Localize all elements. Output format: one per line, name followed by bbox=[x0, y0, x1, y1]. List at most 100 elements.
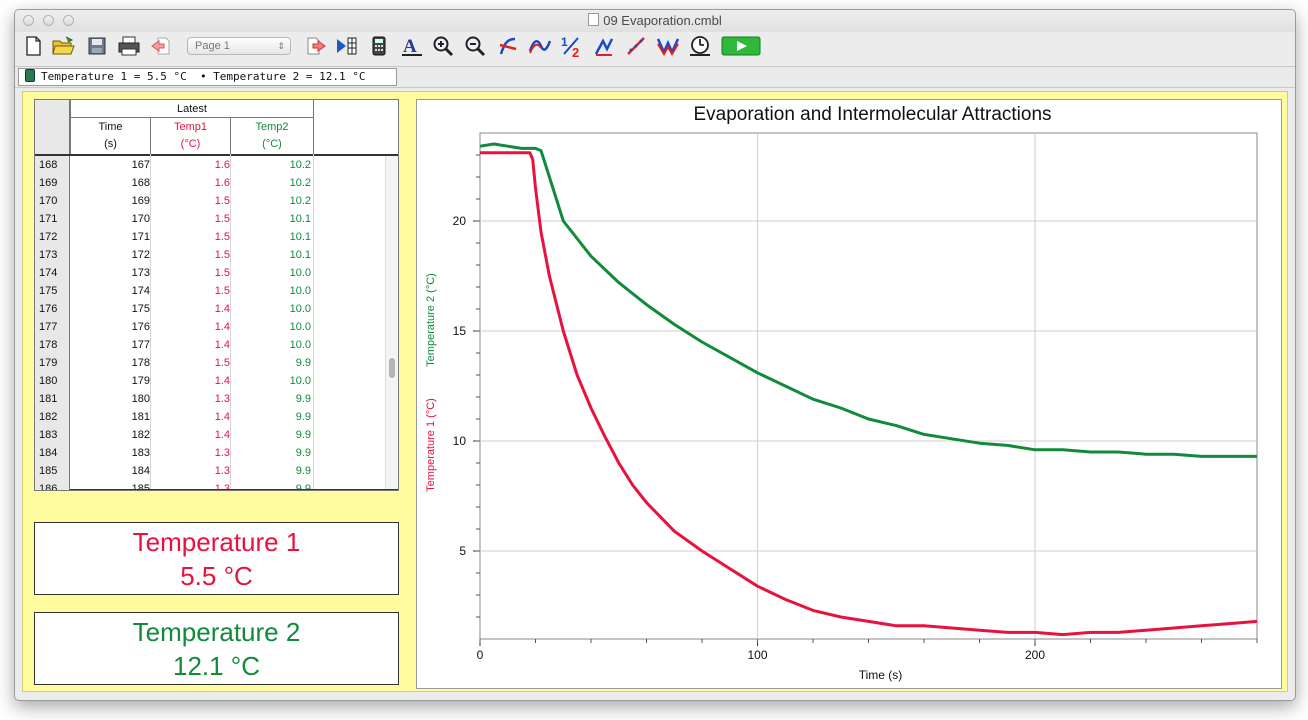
table-row[interactable]: 171 170 1.5 10.1 bbox=[35, 210, 385, 228]
close-window-button[interactable] bbox=[23, 15, 34, 26]
time-cell: 171 bbox=[131, 231, 150, 243]
row-number: 175 bbox=[39, 285, 58, 297]
calculator-icon[interactable] bbox=[367, 34, 391, 58]
meter-temperature-1[interactable]: Temperature 1 5.5 °C bbox=[34, 522, 399, 595]
table-row[interactable]: 181 180 1.3 9.9 bbox=[35, 390, 385, 408]
temp1-cell: 1.4 bbox=[214, 429, 230, 441]
table-row[interactable]: 177 176 1.4 10.0 bbox=[35, 318, 385, 336]
zoom-window-button[interactable] bbox=[63, 15, 74, 26]
row-number: 174 bbox=[39, 267, 58, 279]
y-tick-label: 15 bbox=[453, 324, 467, 338]
column-header-temp2-unit: (°C) bbox=[262, 138, 282, 150]
temp2-cell: 10.0 bbox=[289, 285, 311, 297]
row-number: 185 bbox=[39, 465, 58, 477]
column-divider bbox=[313, 154, 314, 490]
new-file-icon[interactable] bbox=[21, 34, 45, 58]
page-selector[interactable]: Page 1 ⇕ bbox=[187, 37, 291, 55]
data-browser-icon[interactable] bbox=[335, 34, 359, 58]
print-icon[interactable] bbox=[117, 34, 141, 58]
data-table[interactable]: Latest Time (s) Temp1 (°C) Temp2 (°C) 168 16… bbox=[34, 99, 399, 491]
table-row[interactable]: 185 184 1.3 9.9 bbox=[35, 462, 385, 480]
series-line-temperature-1[interactable] bbox=[480, 151, 1258, 637]
table-row[interactable]: 173 172 1.5 10.1 bbox=[35, 246, 385, 264]
back-page-icon[interactable] bbox=[149, 34, 173, 58]
temp1-cell: 1.4 bbox=[214, 411, 230, 423]
table-row[interactable]: 175 174 1.5 10.0 bbox=[35, 282, 385, 300]
temp1-cell: 1.5 bbox=[214, 231, 230, 243]
series-line-temperature-2[interactable] bbox=[479, 142, 1257, 458]
timer-icon[interactable] bbox=[688, 34, 712, 58]
temp2-cell: 10.0 bbox=[289, 339, 311, 351]
title-bar: 09 Evaporation.cmbl bbox=[15, 10, 1295, 32]
column-header-time-name: Time bbox=[98, 121, 123, 133]
row-number: 178 bbox=[39, 339, 58, 351]
table-row[interactable]: 179 178 1.5 9.9 bbox=[35, 354, 385, 372]
meter-temperature-2[interactable]: Temperature 2 12.1 °C bbox=[34, 612, 399, 685]
open-folder-icon[interactable] bbox=[51, 34, 75, 58]
temp1-cell: 1.5 bbox=[214, 195, 230, 207]
save-icon[interactable] bbox=[85, 34, 109, 58]
svg-text:A: A bbox=[403, 36, 417, 57]
row-number: 168 bbox=[39, 159, 58, 171]
table-row[interactable]: 168 167 1.6 10.2 bbox=[35, 156, 385, 174]
collect-icon[interactable] bbox=[721, 34, 761, 58]
row-number: 169 bbox=[39, 177, 58, 189]
plot-area[interactable] bbox=[479, 132, 1258, 640]
column-header-temp2[interactable]: Temp2 (°C) bbox=[231, 118, 314, 154]
time-cell: 172 bbox=[131, 249, 150, 261]
model-icon[interactable] bbox=[656, 34, 680, 58]
meter-label: Temperature 2 bbox=[132, 617, 301, 647]
temp2-cell: 9.9 bbox=[295, 393, 311, 405]
temp1-cell: 1.4 bbox=[214, 339, 230, 351]
table-row[interactable]: 170 169 1.5 10.2 bbox=[35, 192, 385, 210]
x-tick-label: 100 bbox=[747, 648, 767, 662]
column-header-time[interactable]: Time (s) bbox=[70, 118, 151, 154]
forward-page-icon[interactable] bbox=[304, 34, 328, 58]
table-row[interactable]: 176 175 1.4 10.0 bbox=[35, 300, 385, 318]
table-row[interactable]: 174 173 1.5 10.0 bbox=[35, 264, 385, 282]
temp2-cell: 9.9 bbox=[295, 447, 311, 459]
table-row[interactable]: 169 168 1.6 10.2 bbox=[35, 174, 385, 192]
zoom-in-icon[interactable] bbox=[431, 34, 455, 58]
tangent-icon[interactable] bbox=[496, 34, 520, 58]
x-axis-label: Time (s) bbox=[859, 668, 903, 682]
time-cell: 176 bbox=[131, 321, 150, 333]
row-number-column bbox=[35, 100, 70, 490]
minimize-window-button[interactable] bbox=[43, 15, 54, 26]
temp1-cell: 1.4 bbox=[214, 375, 230, 387]
svg-text:1: 1 bbox=[561, 35, 568, 49]
scrollbar-thumb[interactable] bbox=[389, 358, 395, 378]
column-header-temp2-name: Temp2 bbox=[255, 121, 289, 133]
table-row[interactable]: 180 179 1.4 10.0 bbox=[35, 372, 385, 390]
row-number: 181 bbox=[39, 393, 58, 405]
sensor-readout[interactable]: Temperature 1 = 5.5 °C • Temperature 2 =… bbox=[18, 68, 397, 86]
zoom-out-icon[interactable] bbox=[463, 34, 487, 58]
y-axis-label-temp2: Temperature 2 (°C) bbox=[425, 273, 437, 367]
temperature-graph[interactable]: Evaporation and Intermolecular Attractio… bbox=[417, 100, 1281, 688]
curve-fit-icon[interactable] bbox=[528, 34, 552, 58]
linear-fit-icon[interactable] bbox=[624, 34, 648, 58]
temp2-cell: 9.9 bbox=[295, 429, 311, 441]
table-row[interactable]: 183 182 1.4 9.9 bbox=[35, 426, 385, 444]
table-row[interactable]: 184 183 1.3 9.9 bbox=[35, 444, 385, 462]
sensor-readout-text: Temperature 1 = 5.5 °C • Temperature 2 =… bbox=[41, 70, 366, 83]
table-row[interactable]: 178 177 1.4 10.0 bbox=[35, 336, 385, 354]
table-row[interactable]: 186 185 1.3 9.9 bbox=[35, 480, 385, 491]
sensor-status-bar: Temperature 1 = 5.5 °C • Temperature 2 =… bbox=[15, 66, 1295, 88]
temp2-cell: 10.2 bbox=[289, 177, 311, 189]
table-row[interactable]: 172 171 1.5 10.1 bbox=[35, 228, 385, 246]
table-scrollbar[interactable] bbox=[385, 156, 398, 490]
chart-title: Evaporation and Intermolecular Attractio… bbox=[693, 104, 1051, 125]
y-tick-label: 10 bbox=[453, 434, 467, 448]
temp1-cell: 1.3 bbox=[214, 465, 230, 477]
table-row[interactable]: 182 181 1.4 9.9 bbox=[35, 408, 385, 426]
column-header-temp1[interactable]: Temp1 (°C) bbox=[151, 118, 231, 154]
text-annotation-icon[interactable]: A bbox=[400, 34, 424, 58]
temp2-cell: 10.0 bbox=[289, 267, 311, 279]
row-number: 179 bbox=[39, 357, 58, 369]
temp2-cell: 9.9 bbox=[295, 483, 311, 491]
integral-icon[interactable] bbox=[592, 34, 616, 58]
graph-panel[interactable]: Evaporation and Intermolecular Attractio… bbox=[416, 99, 1282, 689]
temp1-cell: 1.6 bbox=[214, 159, 230, 171]
